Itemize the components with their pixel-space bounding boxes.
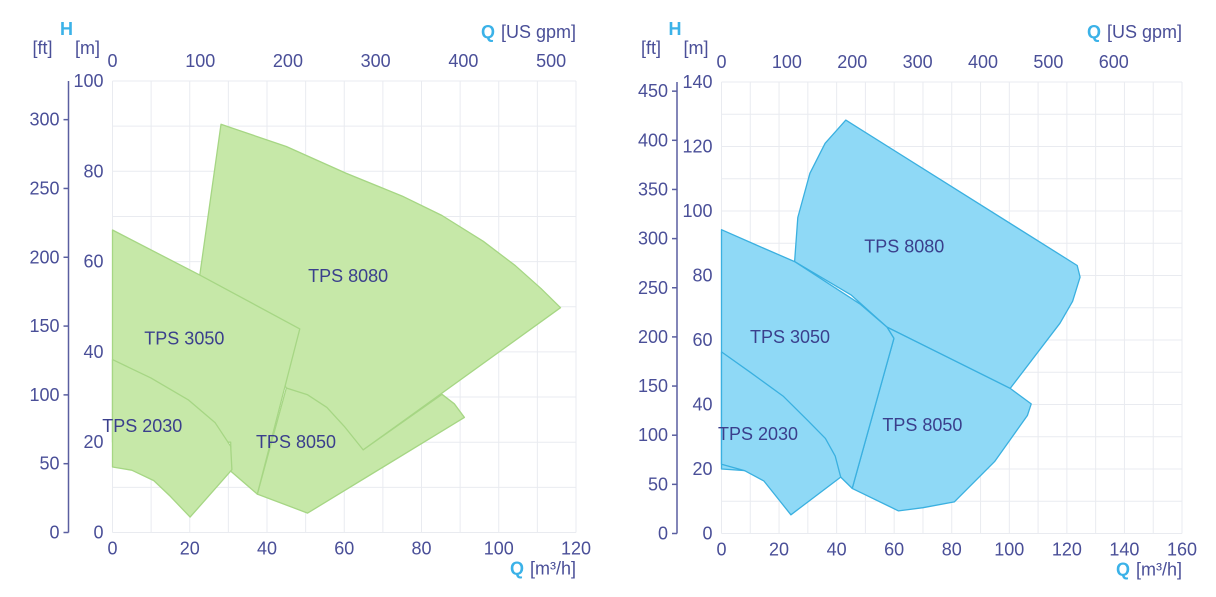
y-tick-label: 20 xyxy=(83,432,103,452)
x2-tick-label: 200 xyxy=(273,51,303,71)
x-tick-label: 80 xyxy=(942,540,962,560)
m-unit-label: [m] xyxy=(684,38,709,58)
series-label: TPS 8080 xyxy=(864,236,944,256)
y-tick-label: 100 xyxy=(73,71,103,91)
q-symbol: Q xyxy=(510,559,524,579)
x-tick-label: 160 xyxy=(1167,540,1197,560)
y2-tick-label: 0 xyxy=(49,523,59,543)
h-axis-symbol: H xyxy=(60,19,73,39)
q-symbol: Q xyxy=(1087,22,1101,42)
y-tick-label: 140 xyxy=(682,72,712,92)
m3h-axis-title: Q [m³/h] xyxy=(1116,560,1182,580)
m3h-unit: [m³/h] xyxy=(530,559,576,579)
x2-tick-label: 400 xyxy=(968,52,998,72)
x-tick-label: 100 xyxy=(994,540,1024,560)
x2-tick-label: 300 xyxy=(361,51,391,71)
series-label: TPS 2030 xyxy=(718,424,798,444)
m3h-unit: [m³/h] xyxy=(1136,560,1182,580)
x2-tick-label: 500 xyxy=(1033,52,1063,72)
x2-tick-label: 500 xyxy=(536,51,566,71)
series-area-tps-2030 xyxy=(111,358,233,518)
series-label: TPS 3050 xyxy=(750,327,830,347)
y-tick-label: 40 xyxy=(692,395,712,415)
y-tick-label: 80 xyxy=(692,266,712,286)
x2-tick-label: 600 xyxy=(1099,52,1129,72)
y-tick-label: 0 xyxy=(93,523,103,543)
y-tick-label: 40 xyxy=(83,342,103,362)
gpm-unit: [US gpm] xyxy=(1107,22,1182,42)
y2-tick-label: 200 xyxy=(638,327,668,347)
ft-unit-label: [ft] xyxy=(32,38,52,58)
y2-tick-label: 300 xyxy=(638,229,668,249)
chart-1: TPS 8080 TPS 8050 TPS 3050 TPS 2030 0 20 40 60 8… xyxy=(29,19,591,579)
y-tick-label: 60 xyxy=(83,252,103,272)
x2-tick-label: 200 xyxy=(837,52,867,72)
y-tick-label: 120 xyxy=(682,137,712,157)
ft-unit-label: [ft] xyxy=(641,38,661,58)
y2-tick-label: 150 xyxy=(29,316,59,336)
x-tick-label: 60 xyxy=(884,540,904,560)
x-tick-label: 80 xyxy=(411,539,431,559)
q-symbol: Q xyxy=(481,22,495,42)
gpm-unit: [US gpm] xyxy=(501,22,576,42)
series-label: TPS 3050 xyxy=(144,328,224,348)
series-area-tps-2030 xyxy=(720,351,842,516)
x-tick-label: 40 xyxy=(257,539,277,559)
series-area-tps-8050 xyxy=(256,387,466,514)
y-tick-label: 100 xyxy=(682,201,712,221)
y2-tick-label: 100 xyxy=(29,385,59,405)
series-label: TPS 8050 xyxy=(882,415,962,435)
gpm-axis-title: Q [US gpm] xyxy=(1087,22,1182,42)
x-tick-label: 120 xyxy=(1052,540,1082,560)
x2-tick-label: 300 xyxy=(903,52,933,72)
series-label: TPS 2030 xyxy=(102,416,182,436)
series-label: TPS 8050 xyxy=(256,432,336,452)
y2-tick-label: 100 xyxy=(638,425,668,445)
gpm-axis-title: Q [US gpm] xyxy=(481,22,576,42)
chart-2: TPS 8080 TPS 8050 TPS 3050 TPS 2030 0 20 40 60 8… xyxy=(638,19,1197,580)
y2-tick-label: 200 xyxy=(29,247,59,267)
y-tick-label: 60 xyxy=(692,330,712,350)
x2-tick-label: 100 xyxy=(185,51,215,71)
y2-tick-label: 450 xyxy=(638,81,668,101)
y2-tick-label: 400 xyxy=(638,130,668,150)
y2-tick-label: 300 xyxy=(29,110,59,130)
y2-tick-label: 250 xyxy=(29,178,59,198)
y2-tick-label: 50 xyxy=(39,454,59,474)
m-unit-label: [m] xyxy=(75,38,100,58)
q-symbol: Q xyxy=(1116,560,1130,580)
h-axis-symbol: H xyxy=(669,19,682,39)
x-tick-label: 0 xyxy=(716,540,726,560)
m3h-axis-title: Q [m³/h] xyxy=(510,559,576,579)
y2-tick-label: 0 xyxy=(658,524,668,544)
y2-tick-label: 50 xyxy=(648,474,668,494)
y2-tick-label: 150 xyxy=(638,376,668,396)
x-tick-label: 0 xyxy=(107,539,117,559)
x-tick-label: 20 xyxy=(180,539,200,559)
x-tick-label: 120 xyxy=(561,539,591,559)
y2-tick-label: 350 xyxy=(638,179,668,199)
y-tick-label: 80 xyxy=(83,161,103,181)
y-tick-label: 0 xyxy=(702,524,712,544)
x-tick-label: 140 xyxy=(1109,540,1139,560)
y-tick-label: 20 xyxy=(692,459,712,479)
x2-tick-label: 0 xyxy=(716,52,726,72)
x2-tick-label: 400 xyxy=(448,51,478,71)
x-tick-label: 100 xyxy=(484,539,514,559)
x2-tick-label: 100 xyxy=(772,52,802,72)
y2-tick-label: 250 xyxy=(638,278,668,298)
x-tick-label: 40 xyxy=(827,540,847,560)
series-label: TPS 8080 xyxy=(308,266,388,286)
x2-tick-label: 0 xyxy=(107,51,117,71)
x-tick-label: 20 xyxy=(769,540,789,560)
x-tick-label: 60 xyxy=(334,539,354,559)
